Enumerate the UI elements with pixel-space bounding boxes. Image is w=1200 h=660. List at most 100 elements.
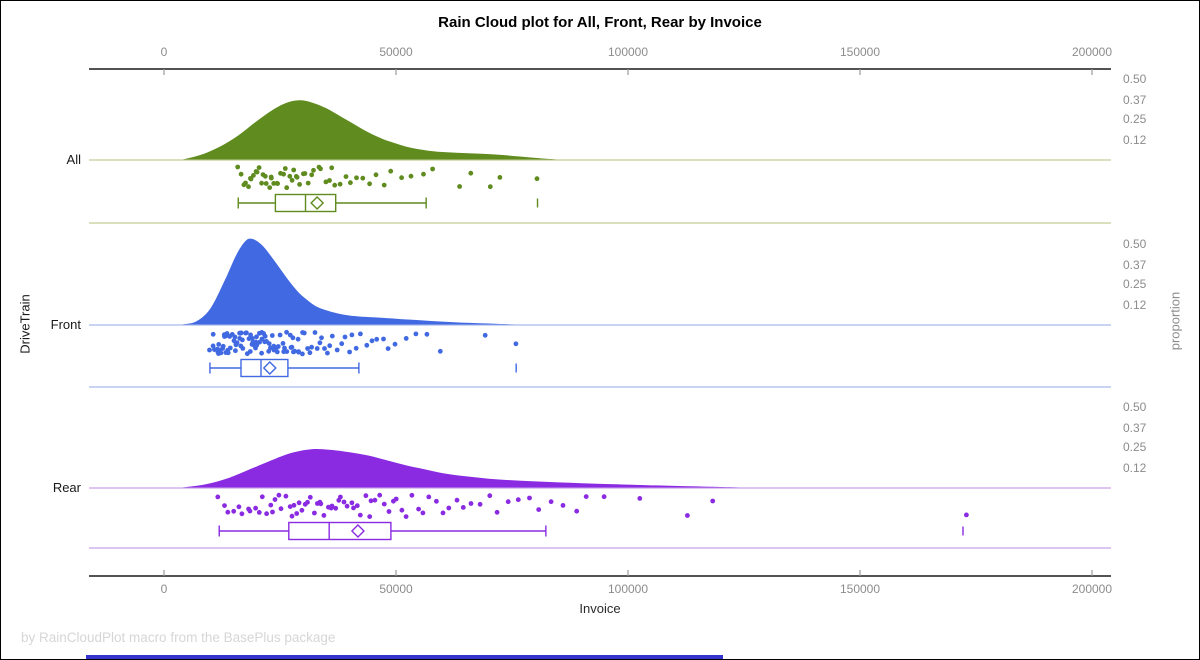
rain-point	[240, 337, 245, 343]
y-axis-title: DriveTrain	[17, 294, 33, 354]
bottom-axis-tick-label: 50000	[379, 582, 413, 596]
rain-points-rear	[215, 492, 969, 519]
top-axis-tick-label: 100000	[607, 45, 649, 59]
rain-point	[349, 500, 355, 506]
rain-point	[399, 507, 405, 513]
rain-point	[256, 165, 262, 171]
rain-point	[354, 175, 359, 181]
rain-point	[290, 335, 296, 341]
rain-point	[301, 330, 307, 336]
rain-point	[284, 329, 289, 335]
rain-point	[487, 493, 493, 499]
rain-point	[381, 336, 386, 342]
rain-point	[420, 510, 426, 516]
rain-point	[329, 165, 335, 171]
rain-point	[386, 509, 392, 514]
rain-point	[344, 503, 350, 509]
rain-point	[247, 508, 253, 514]
rain-point	[403, 336, 409, 341]
rain-point	[264, 511, 269, 517]
panel-all	[89, 100, 1111, 224]
rain-point	[385, 346, 391, 351]
rain-point	[515, 497, 521, 503]
rain-point	[307, 494, 313, 500]
rain-point	[246, 184, 251, 190]
category-label-rear: Rear	[52, 480, 81, 495]
rain-point	[468, 170, 474, 176]
density-cloud-front	[182, 238, 517, 325]
rain-point	[373, 172, 379, 178]
boxplot-rear	[218, 521, 964, 541]
rain-point	[311, 167, 316, 173]
rain-point	[222, 503, 227, 508]
y2-axis-title: proportion	[1167, 291, 1183, 351]
rain-points-all	[235, 164, 540, 191]
rain-point	[322, 346, 327, 351]
rain-point	[399, 175, 404, 181]
proportion-tick-label: 0.37	[1123, 421, 1147, 435]
top-axis-tick-label: 150000	[839, 45, 881, 59]
rain-point	[253, 505, 258, 511]
rain-point	[710, 498, 716, 504]
rain-point	[487, 184, 493, 190]
rain-point	[337, 181, 343, 187]
rain-point	[254, 334, 259, 340]
attribution-footer: by RainCloudPlot macro from the BasePlus…	[21, 630, 336, 645]
rain-point	[319, 335, 324, 341]
proportion-tick-label: 0.12	[1123, 133, 1147, 147]
rain-point	[309, 172, 315, 178]
rain-point	[317, 340, 323, 346]
proportion-tick-label: 0.50	[1123, 400, 1147, 414]
rain-point	[424, 331, 430, 337]
rain-point	[270, 509, 275, 515]
rain-point	[225, 350, 231, 356]
rain-point	[307, 350, 313, 356]
rain-point	[254, 342, 260, 348]
rain-point	[426, 494, 432, 500]
rain-point	[276, 492, 282, 498]
rain-point	[637, 496, 643, 501]
panel-front	[89, 238, 1111, 388]
rain-point	[314, 346, 320, 351]
rain-point	[281, 171, 286, 177]
rain-point	[233, 348, 238, 354]
rain-point	[482, 332, 488, 338]
rain-point	[282, 166, 288, 171]
mean-diamond	[310, 196, 325, 210]
rain-point	[353, 345, 359, 351]
rain-point	[348, 180, 353, 186]
rain-point	[494, 509, 500, 515]
rain-point	[263, 181, 269, 186]
rain-point	[364, 342, 370, 348]
rain-point	[430, 166, 435, 172]
rain-point	[268, 502, 274, 508]
rain-point	[305, 346, 310, 351]
rain-point	[256, 510, 262, 515]
rain-point	[210, 331, 216, 337]
rain-point	[363, 493, 369, 499]
rain-point	[262, 173, 268, 179]
rain-point	[247, 349, 253, 354]
rain-point	[287, 504, 293, 509]
proportion-tick-label: 0.25	[1123, 112, 1147, 126]
rain-point	[536, 507, 542, 512]
rain-point	[323, 179, 329, 185]
rain-point	[305, 180, 311, 186]
rain-point	[338, 494, 343, 500]
rain-point	[685, 513, 690, 518]
rain-point	[294, 511, 300, 516]
rain-point	[372, 497, 378, 503]
rain-point	[381, 182, 387, 188]
rain-point	[583, 494, 589, 499]
density-cloud-all	[182, 100, 559, 160]
rain-point	[349, 332, 355, 338]
rain-point	[369, 338, 375, 344]
rain-point	[437, 348, 443, 354]
rain-point	[964, 512, 969, 518]
rain-point	[292, 348, 298, 354]
rain-point	[243, 180, 248, 186]
rain-point	[312, 510, 317, 516]
rain-point	[527, 495, 532, 501]
